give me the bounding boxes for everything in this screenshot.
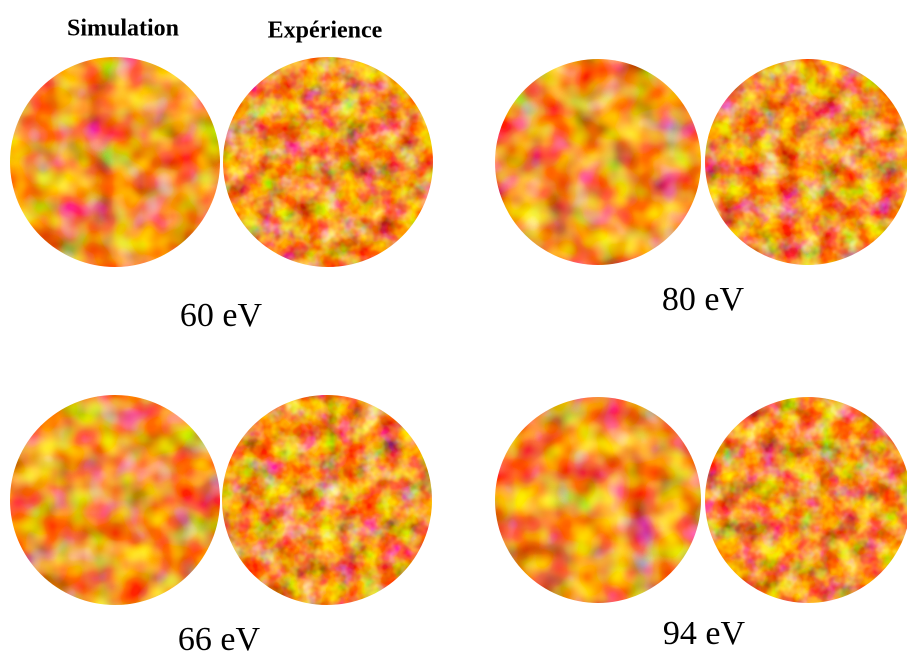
header-experience: Expérience: [268, 18, 383, 44]
energy-label: 94 eV: [663, 615, 746, 652]
simulation-pattern: [10, 395, 220, 605]
experiment-pattern: [705, 59, 907, 265]
energy-label: 66 eV: [178, 621, 261, 658]
energy-label: 60 eV: [180, 297, 263, 334]
experiment-pattern: [222, 395, 432, 605]
header-simulation: Simulation: [67, 16, 179, 42]
experiment-pattern: [223, 57, 433, 267]
simulation-pattern: [10, 57, 220, 267]
simulation-pattern: [495, 397, 701, 603]
simulation-pattern: [495, 59, 701, 265]
energy-label: 80 eV: [662, 281, 745, 318]
experiment-pattern: [705, 397, 907, 603]
